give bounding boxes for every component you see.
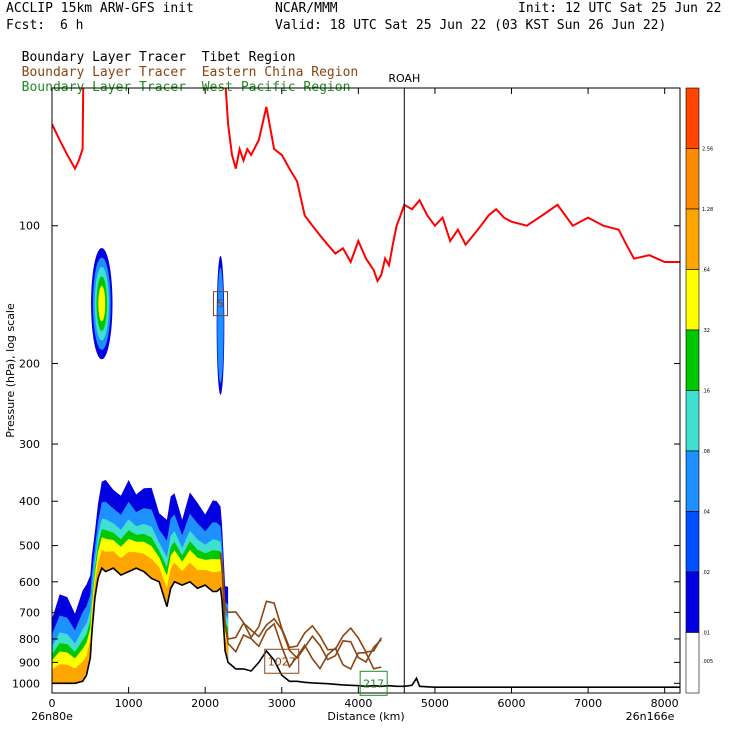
header-fcst-value: 6 h	[60, 18, 84, 33]
annotation-box-2	[359, 670, 388, 696]
colorbar-label-4: .32	[702, 328, 710, 334]
x-tick-label: 3000	[268, 697, 296, 710]
tracer-band-1	[52, 549, 229, 684]
x-tick-label: 1000	[115, 697, 143, 710]
colorbar-label-5: .16	[702, 389, 710, 395]
colorbar-swatch-5	[685, 390, 700, 452]
header-valid: Valid: 18 UTC Sat 25 Jun 22 (03 KST Sun …	[275, 18, 667, 33]
eastern-china-contour-2	[219, 552, 382, 653]
eastern-china-contour-1	[219, 553, 382, 664]
x-start-label: 26n80e	[31, 710, 73, 723]
y-tick-label: 800	[19, 633, 40, 646]
x-tick-label: 6000	[498, 697, 526, 710]
terrain-line	[52, 566, 680, 689]
header-fcst-label: Fcst:	[6, 18, 46, 33]
upper-blob-1-1	[217, 267, 224, 383]
annotation-label-2: 217	[363, 677, 384, 690]
x-tick-label: 4000	[344, 697, 372, 710]
colorbar-label-2: 1.28	[702, 207, 713, 213]
upper-blob-0-4	[98, 285, 106, 322]
y-tick-label: 100	[19, 220, 40, 233]
roah-marker-label: ROAH	[388, 72, 420, 85]
y-tick-label: 500	[19, 540, 40, 553]
colorbar-swatch-0	[685, 87, 700, 149]
colorbar-swatch-3	[685, 269, 700, 331]
y-axis-label: Pressure (hPa), log scale	[4, 303, 17, 438]
tracer-plumes	[52, 248, 229, 684]
colorbar-label-1: 2.56	[702, 147, 713, 153]
legend-tibet-label: Boundary Layer Tracer	[21, 50, 187, 65]
colorbar-label-6: .08	[702, 449, 710, 455]
y-tick-label: 400	[19, 495, 40, 508]
annotation-box-0	[212, 291, 228, 317]
colorbar-label-8: .02	[702, 570, 710, 576]
x-tick-label: 7000	[574, 697, 602, 710]
legend-tibet: Boundary Layer Tracer Tibet Region	[6, 35, 296, 65]
x-tick-label: 5000	[421, 697, 449, 710]
colorbar-label-9: .01	[702, 631, 710, 637]
colorbar: 2.56 1.28 .64 .32 .16 .08 .04 .02 .01 .005	[685, 87, 713, 694]
colorbar-swatch-9	[685, 632, 700, 694]
x-tick-label: 0	[49, 697, 56, 710]
y-tick-label: 200	[19, 357, 40, 370]
colorbar-swatch-1	[685, 148, 700, 210]
colorbar-label-7: .04	[702, 510, 710, 516]
eastern-china-contour-0	[219, 552, 382, 671]
annotation-label-0: 5	[217, 298, 224, 311]
y-tick-label: 300	[19, 438, 40, 451]
annotation-box-1	[264, 648, 300, 674]
y-tick-label: 600	[19, 576, 40, 589]
colorbar-label-3: .64	[702, 268, 710, 274]
colorbar-label-10: .005	[702, 659, 713, 665]
y-tick-label: 1000	[12, 677, 40, 690]
legend-eastern-china-region: Eastern China Region	[201, 65, 359, 80]
legend-eastern-china-label: Boundary Layer Tracer	[21, 65, 187, 80]
header-center: NCAR/MMM	[275, 1, 338, 16]
colorbar-swatch-2	[685, 208, 700, 270]
colorbar-swatch-8	[685, 571, 700, 633]
header-model: ACCLIP 15km ARW-GFS init	[6, 1, 194, 16]
x-end-label: 26n166e	[626, 710, 675, 723]
x-tick-label: 2000	[191, 697, 219, 710]
tropopause-line	[52, 88, 680, 284]
legend-eastern-china: Boundary Layer Tracer Eastern China Regi…	[6, 50, 359, 80]
colorbar-swatch-7	[685, 511, 700, 573]
plot-frame	[51, 87, 681, 694]
x-axis-label: Distance (km)	[327, 710, 404, 723]
annotation-label-1: 1027	[268, 655, 296, 668]
y-tick-label: 900	[19, 656, 40, 669]
x-tick-label: 8000	[651, 697, 679, 710]
y-tick-label: 700	[19, 606, 40, 619]
header-init: Init: 12 UTC Sat 25 Jun 22	[518, 1, 722, 16]
colorbar-swatch-4	[685, 329, 700, 391]
legend-tibet-region: Tibet Region	[201, 50, 296, 65]
colorbar-swatch-6	[685, 450, 700, 512]
